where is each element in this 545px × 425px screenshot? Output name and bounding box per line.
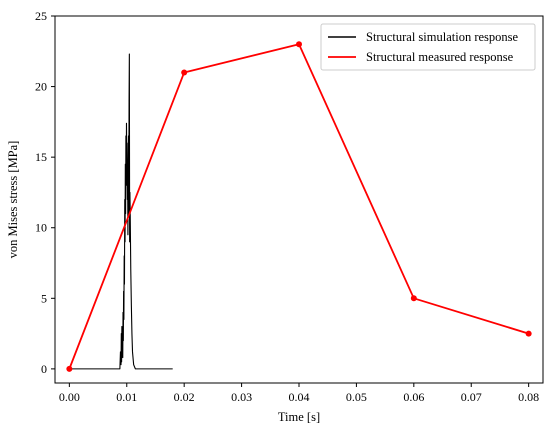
x-tick-label: 0.00 (59, 390, 80, 404)
x-tick-label: 0.06 (403, 390, 424, 404)
series-layer (66, 41, 532, 372)
legend: Structural simulation response Structura… (320, 23, 536, 71)
x-tick-label: 0.01 (116, 390, 137, 404)
series-line-simulation (69, 53, 173, 370)
y-tick-label: 5 (41, 291, 47, 305)
series-line-measured (68, 43, 529, 370)
x-tick-label: 0.04 (289, 390, 310, 404)
x-tick-label: 0.02 (174, 390, 195, 404)
y-tick-label: 25 (35, 9, 47, 23)
y-tick-label: 15 (35, 150, 47, 164)
x-tick-label: 0.05 (346, 390, 367, 404)
y-axis-label: von Mises stress [MPa] (6, 141, 20, 259)
measured-point (181, 69, 188, 76)
legend-label-simulation: Structural simulation response (366, 30, 519, 44)
measured-point (296, 41, 302, 48)
x-tick-label: 0.08 (518, 390, 539, 404)
measured-point (66, 365, 73, 372)
y-tick-label: 0 (41, 362, 47, 376)
x-axis-label: Time [s] (278, 410, 320, 424)
axes-layer: 0.00 0.01 0.02 0.03 0.04 0.05 0.06 0.07 0.08 0 5 10… (35, 9, 539, 404)
x-tick-label: 0.03 (231, 390, 252, 404)
measured-point (525, 330, 532, 337)
legend-box (320, 23, 536, 71)
y-tick-label: 20 (35, 80, 47, 94)
x-tick-label: 0.07 (461, 390, 482, 404)
y-tick-label: 10 (35, 221, 47, 235)
measured-point (410, 295, 417, 302)
legend-label-measured: Structural measured response (366, 50, 514, 64)
